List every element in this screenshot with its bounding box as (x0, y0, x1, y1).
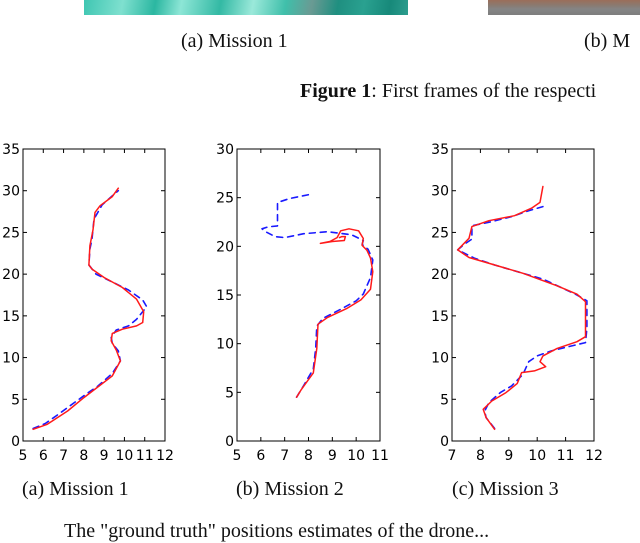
x-tick-label: 10 (528, 448, 546, 464)
figure-1-caption-text: : First frames of the respecti (371, 80, 597, 102)
y-tick-label: 0 (11, 434, 20, 450)
y-tick-label: 25 (431, 225, 449, 241)
plot-frame (22, 148, 166, 442)
plot-frame (451, 148, 595, 442)
x-tick-label: 7 (448, 448, 457, 464)
subcaption-mission-1: (a) Mission 1 (22, 478, 129, 500)
y-tick-label: 20 (2, 267, 20, 283)
plot-frame (236, 148, 381, 442)
x-tick-label: 6 (256, 448, 265, 464)
y-tick-label: 5 (440, 392, 449, 408)
y-tick-label: 5 (225, 385, 234, 401)
y-tick-label: 15 (431, 309, 449, 325)
y-tick-label: 5 (11, 392, 20, 408)
mission-1-first-frame-image (84, 0, 408, 15)
mission-2-first-frame-image (488, 0, 640, 15)
x-tick-label: 5 (233, 448, 242, 464)
y-tick-label: 15 (2, 309, 20, 325)
x-tick-label: 10 (116, 448, 134, 464)
chart-mission-3: 7 8 9 10 11 12 0 5 10 15 20 25 30 35 (431, 142, 603, 464)
y-tick-label: 10 (431, 351, 449, 367)
y-tick-label: 0 (225, 434, 234, 450)
y-tick-label: 0 (440, 434, 449, 450)
figure-1-caption: Figure 1: First frames of the respecti (300, 80, 596, 103)
y-tick-label: 30 (216, 142, 234, 158)
x-tick-label: 7 (280, 448, 289, 464)
x-tick-label: 6 (39, 448, 48, 464)
x-tick-label: 8 (304, 448, 313, 464)
x-tick-label: 9 (100, 448, 109, 464)
y-tick-label: 35 (431, 142, 449, 158)
subcaption-mission-3: (c) Mission 3 (452, 478, 559, 500)
body-text-cropped: The "ground truth" positions estimates o… (64, 520, 490, 542)
x-tick-label: 9 (504, 448, 513, 464)
y-tick-label: 10 (216, 337, 234, 353)
x-tick-label: 10 (347, 448, 365, 464)
y-tick-label: 10 (2, 351, 20, 367)
x-tick-label: 12 (156, 448, 174, 464)
subcaption-mission-2: (b) Mission 2 (236, 478, 344, 500)
reference-trajectory-line (32, 189, 148, 430)
estimated-trajectory-line (456, 185, 587, 431)
x-tick-label: 5 (19, 448, 28, 464)
x-tick-label: 9 (328, 448, 337, 464)
reference-trajectory-line (456, 205, 588, 430)
x-tick-label: 7 (59, 448, 68, 464)
x-tick-label: 8 (79, 448, 88, 464)
y-tick-label: 30 (431, 184, 449, 200)
reference-trajectory-line (261, 193, 374, 398)
y-tick-label: 35 (2, 142, 20, 158)
x-tick-label: 11 (557, 448, 575, 464)
y-tick-label: 25 (2, 225, 20, 241)
y-tick-label: 20 (216, 239, 234, 255)
top-subcaption-b: (b) M (584, 30, 631, 52)
y-tick-label: 20 (431, 267, 449, 283)
top-subcaption-a: (a) Mission 1 (181, 30, 288, 52)
figure-1-label: Figure 1 (300, 80, 372, 102)
y-tick-label: 30 (2, 184, 20, 200)
x-tick-label: 12 (585, 448, 603, 464)
x-tick-label: 8 (476, 448, 485, 464)
x-tick-label: 11 (371, 448, 389, 464)
x-tick-label: 11 (136, 448, 154, 464)
estimated-trajectory-line (295, 228, 374, 398)
y-tick-label: 25 (216, 191, 234, 207)
estimated-trajectory-line (32, 187, 145, 431)
y-tick-label: 15 (216, 288, 234, 304)
